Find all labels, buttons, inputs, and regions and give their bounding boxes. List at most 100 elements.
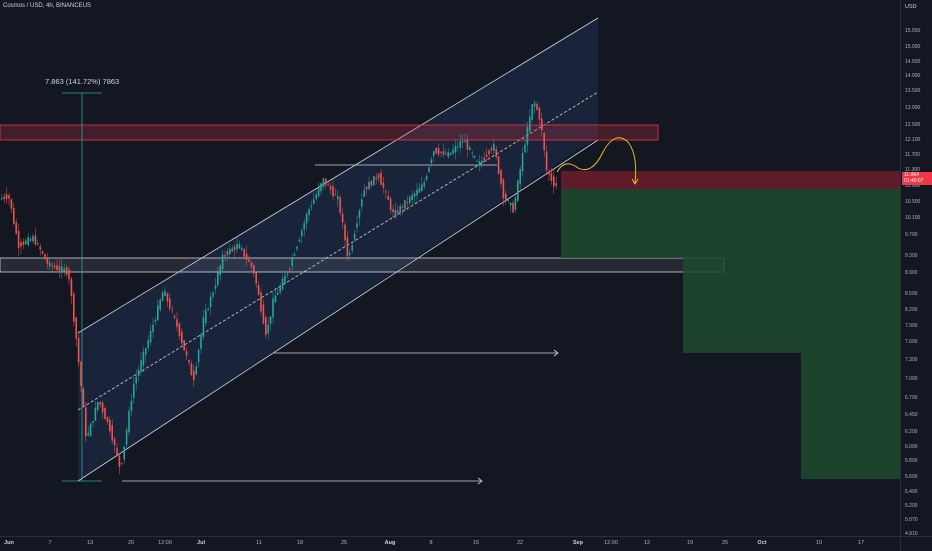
candle-body: [298, 239, 301, 242]
time-tick-label: Sep: [572, 540, 584, 546]
candle-body: [387, 195, 389, 200]
chart-title: Cosmos / USD, 4h, BINANCEUS: [3, 3, 92, 9]
candle-body: [92, 420, 94, 424]
candle-body: [389, 198, 392, 211]
candle-body: [267, 324, 269, 334]
candle-body: [555, 183, 557, 186]
candle-body: [529, 116, 531, 132]
candle-body: [53, 265, 56, 268]
candle-body: [226, 251, 229, 255]
candle-body: [245, 253, 248, 260]
candle-body: [202, 317, 205, 338]
take-profit-zone-2[interactable]: [683, 258, 900, 353]
candle-body: [61, 266, 63, 273]
candle-body: [269, 316, 272, 324]
candle-body: [205, 309, 207, 324]
candle-body: [375, 177, 377, 180]
channel-median-line[interactable]: [77, 91, 599, 411]
candle-body: [553, 176, 555, 187]
candle-body: [401, 206, 404, 208]
candle-body: [538, 107, 541, 120]
candle-body: [449, 152, 452, 155]
candle-body: [421, 184, 423, 192]
time-tick-label: 17: [857, 540, 865, 546]
candle-body: [543, 133, 545, 151]
price-tick-label: 14.000: [905, 73, 921, 79]
candle-body: [541, 118, 543, 131]
candle-body: [41, 251, 44, 254]
stop-loss-zone[interactable]: [561, 171, 900, 189]
candle-body: [430, 159, 433, 164]
candle-body: [37, 243, 39, 245]
candle-body: [399, 206, 401, 213]
level-ray-7-4-arrow: [553, 349, 559, 357]
time-tick-label: Jul: [197, 540, 205, 546]
support-zone[interactable]: [0, 257, 725, 273]
price-chart[interactable]: [0, 0, 900, 536]
candle-body: [536, 103, 538, 110]
candle-body: [464, 141, 466, 143]
candle-body: [320, 183, 322, 192]
candle-body: [341, 213, 344, 223]
candle-body: [490, 148, 493, 151]
candle-body: [39, 246, 41, 250]
candle-body: [173, 315, 176, 318]
candle-body: [339, 197, 341, 213]
candle-body: [111, 425, 113, 441]
price-axis[interactable]: USD 15.550 15.000 14.500 14.000 13.500 13.000…: [900, 0, 932, 537]
candle-body: [305, 214, 308, 224]
projection-path[interactable]: [556, 137, 637, 184]
candle-body: [526, 126, 529, 146]
candle-body: [197, 349, 200, 363]
candle-body: [137, 369, 140, 377]
candle-body: [195, 366, 197, 375]
time-axis[interactable]: Jun 7 13 20 12:00 Jul 11 18 25 Aug 8 15 22 Sep 12:00 12…: [0, 536, 900, 551]
candle-body: [454, 145, 457, 153]
candle-body: [207, 308, 209, 310]
candle-body: [85, 407, 87, 437]
candle-body: [58, 266, 61, 271]
candle-body: [1, 198, 3, 200]
candle-body: [363, 189, 365, 197]
candle-body: [413, 193, 416, 197]
candle-body: [471, 152, 473, 154]
candle-body: [34, 235, 37, 245]
take-profit-zone-3[interactable]: [801, 353, 900, 479]
candle-body: [533, 102, 536, 107]
candle-body: [164, 291, 166, 296]
candle-body: [20, 242, 22, 247]
channel-upper-line[interactable]: [77, 17, 599, 334]
candle-body: [289, 268, 291, 270]
candle-body: [385, 191, 387, 193]
candle-body: [512, 202, 514, 213]
bar-countdown: 01:40:07: [904, 178, 924, 184]
take-profit-zone-1[interactable]: [561, 189, 900, 258]
candle-body: [313, 199, 315, 204]
price-tick-label: 6.450: [905, 412, 918, 418]
price-tick-label: 8.500: [905, 291, 918, 297]
candle-body: [25, 240, 27, 244]
price-tick-label: 4.910: [905, 531, 918, 537]
candle-body: [329, 186, 332, 190]
candle-body: [250, 262, 253, 267]
resistance-zone[interactable]: [0, 124, 659, 141]
candle-body: [495, 148, 497, 158]
time-tick-label: 7: [48, 540, 52, 546]
candle-body: [87, 432, 89, 436]
price-tick-label: 6.200: [905, 429, 918, 435]
candle-body: [135, 376, 137, 384]
channel-lower-line[interactable]: [77, 139, 599, 482]
candle-body: [478, 161, 481, 166]
candle-body: [82, 388, 85, 408]
candle-body: [97, 402, 99, 410]
price-tick-label: 5.200: [905, 503, 918, 509]
candle-body: [334, 194, 337, 196]
chart-canvas[interactable]: Cosmos / USD, 4h, BINANCEUS 7.863 (141.7…: [0, 0, 900, 536]
price-tick-label: 5.070: [905, 517, 918, 523]
candle-body: [77, 337, 80, 363]
candle-body: [327, 184, 329, 186]
ascending-channel[interactable]: [78, 18, 598, 481]
candle-body: [315, 194, 317, 200]
candle-body: [411, 194, 413, 201]
candle-body: [178, 323, 181, 337]
